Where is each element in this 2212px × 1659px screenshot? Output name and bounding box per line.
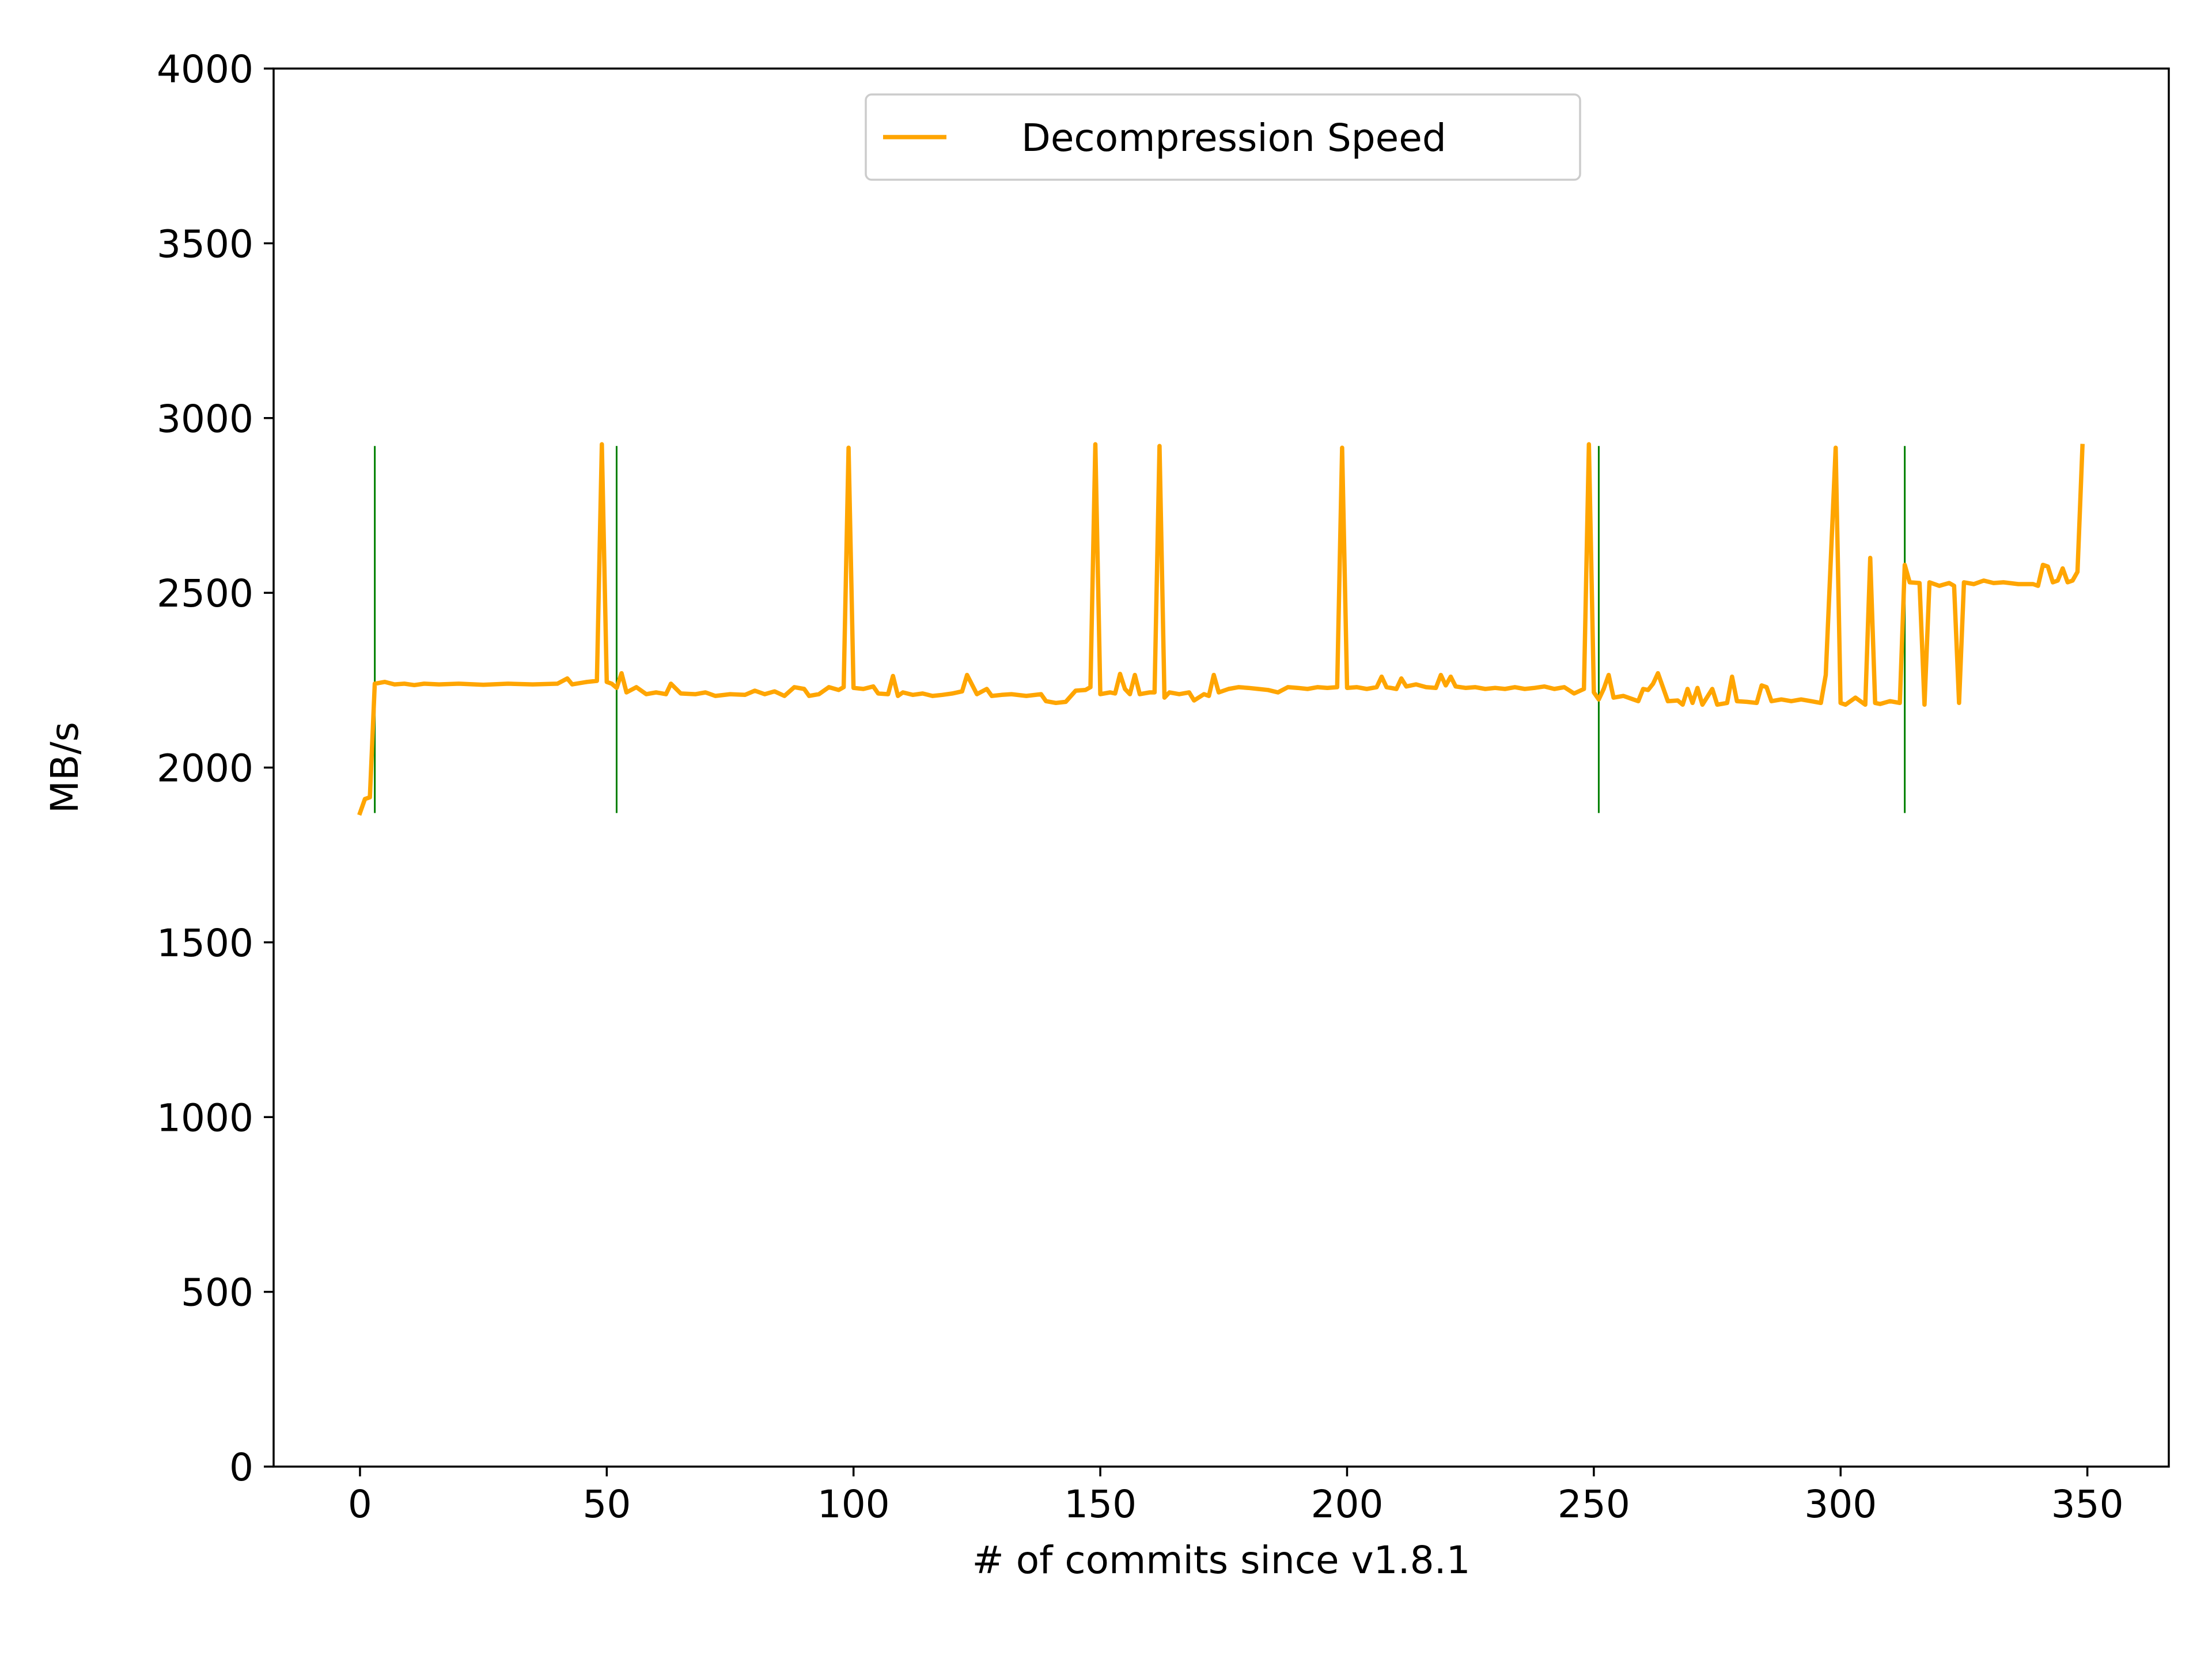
y-tick-label: 2500 bbox=[157, 571, 253, 616]
x-axis-title: # of commits since v1.8.1 bbox=[972, 1538, 1470, 1582]
y-tick-label: 0 bbox=[229, 1445, 253, 1490]
y-tick-label: 3000 bbox=[157, 397, 253, 441]
legend-label: Decompression Speed bbox=[1021, 116, 1446, 160]
y-tick-label: 2000 bbox=[157, 747, 253, 791]
x-tick-label: 0 bbox=[348, 1482, 372, 1527]
version-marker-lines bbox=[374, 446, 1906, 813]
plot-frame bbox=[272, 67, 2170, 1468]
x-tick-label: 50 bbox=[582, 1482, 631, 1527]
y-axis-title: MB/s bbox=[43, 722, 87, 813]
axes-layer: 0 50 100 150 200 250 300 3500500100015002000250… bbox=[157, 47, 2170, 1527]
x-tick-label: 150 bbox=[1064, 1482, 1137, 1527]
y-tick-label: 3500 bbox=[157, 222, 253, 266]
series-layer bbox=[357, 442, 2085, 816]
series-line bbox=[357, 442, 2085, 816]
x-tick-label: 100 bbox=[817, 1482, 890, 1527]
y-tick-label: 1500 bbox=[157, 921, 253, 965]
legend-box bbox=[865, 93, 1581, 181]
x-tick-label: 250 bbox=[1558, 1482, 1630, 1527]
y-tick-label: 1000 bbox=[157, 1096, 253, 1140]
x-tick-label: 350 bbox=[2051, 1482, 2124, 1527]
legend: Decompression Speed bbox=[865, 93, 1581, 181]
x-tick-label: 300 bbox=[1804, 1482, 1877, 1527]
y-tick-label: 500 bbox=[181, 1271, 253, 1315]
y-tick-label: 4000 bbox=[157, 47, 253, 92]
x-tick-label: 200 bbox=[1310, 1482, 1383, 1527]
